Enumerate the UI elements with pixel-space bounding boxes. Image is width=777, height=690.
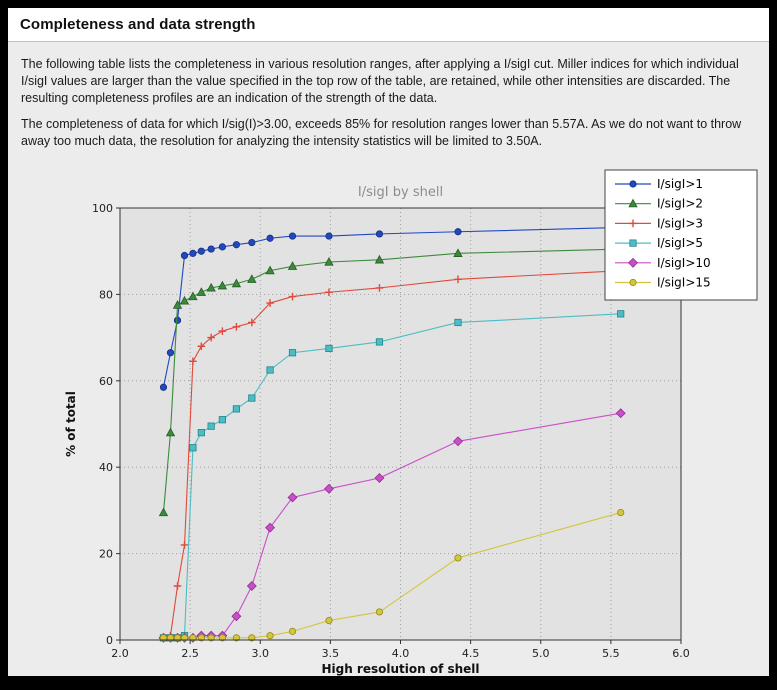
svg-text:0: 0 xyxy=(106,634,113,647)
svg-text:40: 40 xyxy=(99,461,113,474)
svg-text:3.5: 3.5 xyxy=(322,647,340,660)
svg-text:5.0: 5.0 xyxy=(532,647,550,660)
svg-text:3.0: 3.0 xyxy=(252,647,270,660)
report-panel: Completeness and data strength The follo… xyxy=(8,8,769,676)
svg-text:100: 100 xyxy=(92,202,113,215)
legend-label: I/sigI>15 xyxy=(657,276,711,290)
svg-text:4.0: 4.0 xyxy=(392,647,410,660)
svg-text:80: 80 xyxy=(99,288,113,301)
legend-label: I/sigI>10 xyxy=(657,256,711,270)
page-title: Completeness and data strength xyxy=(20,16,256,33)
legend: I/sigI>1 I/sigI>2 I/sigI>3 I/sigI>5 I/sigI>1… xyxy=(604,169,758,301)
isigi-by-shell-plot: 2.0 2.5 3.0 3.5 4.0 4.5 5.0 5.5 6.0 0 20 40 60 80 100 I… xyxy=(64,169,758,676)
description-paragraph-2: The completeness of data for which I/sig… xyxy=(21,117,742,148)
series-i-sigi-15 xyxy=(159,508,625,642)
svg-text:60: 60 xyxy=(99,375,113,388)
legend-label: I/sigI>5 xyxy=(657,236,703,250)
chart-title: I/sigI by shell xyxy=(358,185,443,200)
svg-text:2.0: 2.0 xyxy=(111,647,129,660)
legend-label: I/sigI>2 xyxy=(657,197,703,211)
y-axis-label: % of total xyxy=(64,391,78,457)
svg-text:20: 20 xyxy=(99,548,113,561)
completeness-chart: 2.0 2.5 3.0 3.5 4.0 4.5 5.0 5.5 6.0 0 20 40 60 80 100 I… xyxy=(55,163,767,676)
description-paragraph-1: The following table lists the completene… xyxy=(21,57,739,105)
svg-text:4.5: 4.5 xyxy=(462,647,480,660)
svg-text:5.5: 5.5 xyxy=(602,647,620,660)
x-axis-label: High resolution of shell xyxy=(321,662,479,676)
series-i-sigi-3 xyxy=(159,266,625,642)
svg-text:6.0: 6.0 xyxy=(672,647,690,660)
section-header: Completeness and data strength xyxy=(8,8,769,42)
legend-label: I/sigI>1 xyxy=(657,177,703,191)
legend-label: I/sigI>3 xyxy=(657,216,703,230)
tick-labels: 2.0 2.5 3.0 3.5 4.0 4.5 5.0 5.5 6.0 0 20 40 60 80 100 xyxy=(92,202,690,660)
svg-text:2.5: 2.5 xyxy=(181,647,199,660)
